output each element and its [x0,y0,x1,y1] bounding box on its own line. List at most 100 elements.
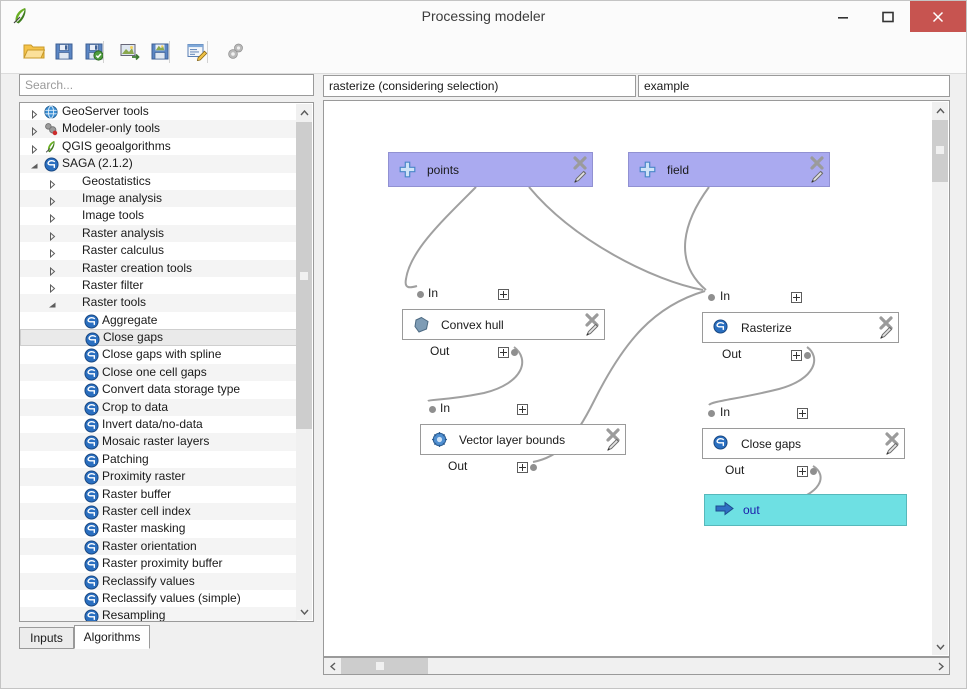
save-as-model-button[interactable] [79,37,109,67]
node-closegaps-in-expand-icon[interactable] [797,408,808,419]
tree-item-raster-creation-tools[interactable]: Raster creation tools [20,259,297,277]
model-node-out[interactable]: out [704,494,907,526]
tree-item-aggregate[interactable]: Aggregate [20,312,297,329]
algorithms-tree[interactable]: GeoServer tools Modeler-only tools QGIS ge… [19,102,314,622]
chevron-right-icon[interactable] [48,229,57,241]
canvas-vertical-scrollbar[interactable] [932,102,948,655]
node-vbounds-out-port[interactable] [530,464,537,471]
tree-item-saga-2-1-2[interactable]: SAGA (2.1.2) [20,155,297,173]
model-node-closegaps[interactable]: Close gaps [702,428,905,459]
scroll-down-icon[interactable] [296,603,312,620]
tree-item-patching[interactable]: Patching [20,451,297,468]
edit-pencil-icon[interactable] [606,437,621,452]
close-icon[interactable] [573,156,587,170]
chevron-right-icon[interactable] [30,124,39,137]
chevron-down-icon[interactable] [48,298,57,308]
tree-item-proximity-raster[interactable]: Proximity raster [20,468,297,486]
node-vbounds-out-expand-icon[interactable] [517,462,528,473]
search-input[interactable]: Search... [19,74,314,96]
canvas-horizontal-scrollbar[interactable] [323,657,950,675]
tree-item-reclassify-values[interactable]: Reclassify values [20,572,297,590]
edit-help-button[interactable] [182,37,212,67]
scrollbar-thumb[interactable] [932,120,948,182]
tree-item-raster-calculus[interactable]: Raster calculus [20,242,297,259]
chevron-right-icon[interactable] [48,177,57,189]
run-model-button[interactable] [221,37,251,67]
chevron-right-icon[interactable] [48,194,57,207]
edit-pencil-icon[interactable] [885,441,900,456]
model-node-field[interactable]: field [628,152,830,187]
node-rasterize-in-port[interactable] [708,294,715,301]
close-icon[interactable] [810,156,824,170]
tree-item-raster-proximity-buffer[interactable]: Raster proximity buffer [20,555,297,572]
export-python-button[interactable] [145,37,175,67]
scroll-down-icon[interactable] [932,638,948,655]
tree-item-raster-buffer[interactable]: Raster buffer [20,486,297,503]
model-canvas[interactable]: points field In Convex hull Out In Rasterize Ou… [324,101,933,640]
tree-item-raster-tools[interactable]: Raster tools [20,294,297,312]
scroll-up-icon[interactable] [296,104,312,121]
tree-item-convert-data-storage-type[interactable]: Convert data storage type [20,381,297,398]
tab-algorithms[interactable]: Algorithms [74,625,150,649]
node-rasterize-out-port[interactable] [804,352,811,359]
edit-pencil-icon[interactable] [573,169,588,184]
tree-item-raster-cell-index[interactable]: Raster cell index [20,502,297,521]
chevron-right-icon[interactable] [48,246,57,259]
tree-vertical-scrollbar[interactable] [296,104,312,620]
node-closegaps-in-port[interactable] [708,410,715,417]
tree-item-close-gaps[interactable]: Close gaps [20,329,297,347]
minimize-button[interactable] [820,1,865,32]
node-convex-in-port[interactable] [417,291,424,298]
node-vbounds-in-port[interactable] [429,406,436,413]
tree-item-resampling[interactable]: Resampling [20,607,297,621]
tab-inputs[interactable]: Inputs [19,627,74,649]
save-model-button[interactable] [49,37,79,67]
tree-item-invert-data-no-data[interactable]: Invert data/no-data [20,416,297,433]
tree-item-image-analysis[interactable]: Image analysis [20,189,297,208]
tree-item-image-tools[interactable]: Image tools [20,207,297,224]
node-convex-in-expand-icon[interactable] [498,289,509,300]
node-convex-out-expand-icon[interactable] [498,347,509,358]
scroll-left-icon[interactable] [324,658,341,674]
tree-item-reclassify-values-simple[interactable]: Reclassify values (simple) [20,590,297,607]
tree-item-raster-masking[interactable]: Raster masking [20,520,297,537]
model-name-input[interactable]: rasterize (considering selection) [323,75,636,97]
maximize-button[interactable] [865,1,910,32]
close-icon[interactable] [606,428,620,442]
scrollbar-thumb[interactable] [296,122,312,429]
tree-item-qgis-geoalgorithms[interactable]: QGIS geoalgorithms [20,138,297,155]
tree-item-modeler-only-tools[interactable]: Modeler-only tools [20,120,297,138]
scrollbar-thumb[interactable] [341,658,428,674]
close-icon[interactable] [885,432,899,446]
node-closegaps-out-expand-icon[interactable] [797,466,808,477]
chevron-right-icon[interactable] [30,142,39,154]
node-closegaps-out-port[interactable] [810,468,817,475]
model-node-vbounds[interactable]: Vector layer bounds [420,424,626,455]
tree-item-crop-to-data[interactable]: Crop to data [20,398,297,417]
tree-item-mosaic-raster-layers[interactable]: Mosaic raster layers [20,433,297,451]
chevron-right-icon[interactable] [48,281,57,294]
node-rasterize-in-expand-icon[interactable] [791,292,802,303]
tree-item-close-gaps-with-spline[interactable]: Close gaps with spline [20,346,297,363]
tree-item-geoserver-tools[interactable]: GeoServer tools [20,103,297,120]
scroll-right-icon[interactable] [932,658,949,674]
export-image-button[interactable] [115,37,145,67]
tree-item-close-one-cell-gaps[interactable]: Close one cell gaps [20,363,297,382]
edit-pencil-icon[interactable] [810,169,825,184]
tree-item-raster-orientation[interactable]: Raster orientation [20,537,297,556]
edit-pencil-icon[interactable] [879,325,894,340]
node-vbounds-in-expand-icon[interactable] [517,404,528,415]
chevron-right-icon[interactable] [48,211,57,224]
tree-item-raster-filter[interactable]: Raster filter [20,277,297,294]
model-group-input[interactable]: example [638,75,950,97]
close-icon[interactable] [879,316,893,330]
model-node-rasterize[interactable]: Rasterize [702,312,899,343]
open-model-button[interactable] [19,37,49,67]
node-rasterize-out-expand-icon[interactable] [791,350,802,361]
node-convex-out-port[interactable] [511,349,518,356]
edit-pencil-icon[interactable] [585,322,600,337]
tree-item-raster-analysis[interactable]: Raster analysis [20,224,297,243]
scroll-up-icon[interactable] [932,102,948,119]
model-node-convex[interactable]: Convex hull [402,309,605,340]
close-button[interactable] [910,1,966,32]
